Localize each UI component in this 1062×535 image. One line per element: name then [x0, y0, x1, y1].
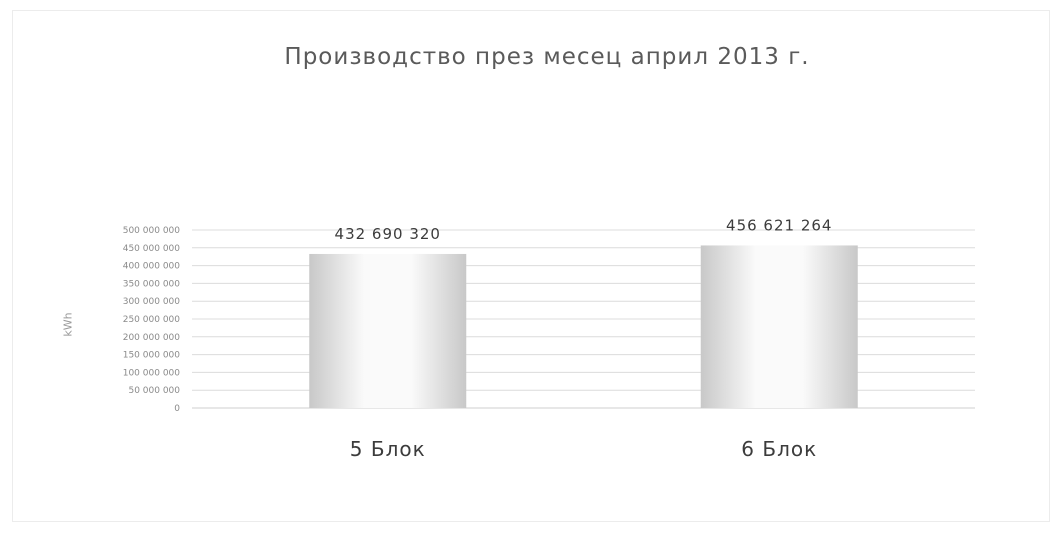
y-tick-label: 0: [174, 404, 180, 414]
chart-title: Производство през месец април 2013 г.: [284, 44, 810, 70]
bar: [700, 245, 858, 408]
y-tick-label: 500 000 000: [123, 226, 181, 236]
data-label: 432 690 320: [335, 225, 441, 243]
y-tick-label: 250 000 000: [123, 315, 181, 325]
y-tick-label: 400 000 000: [123, 262, 181, 272]
y-tick-label: 300 000 000: [123, 297, 181, 307]
y-tick-label: 100 000 000: [123, 368, 181, 378]
y-tick-label: 350 000 000: [123, 279, 181, 289]
y-tick-label: 50 000 000: [128, 386, 180, 396]
chart-frame: [12, 10, 1050, 522]
y-tick-label: 200 000 000: [123, 333, 181, 343]
y-tick-label: 150 000 000: [123, 351, 181, 361]
x-tick-label: 6 Блок: [741, 437, 817, 461]
bar: [309, 253, 467, 408]
data-label: 456 621 264: [726, 216, 832, 234]
y-tick-label: 450 000 000: [123, 244, 181, 254]
x-tick-label: 5 Блок: [350, 437, 426, 461]
